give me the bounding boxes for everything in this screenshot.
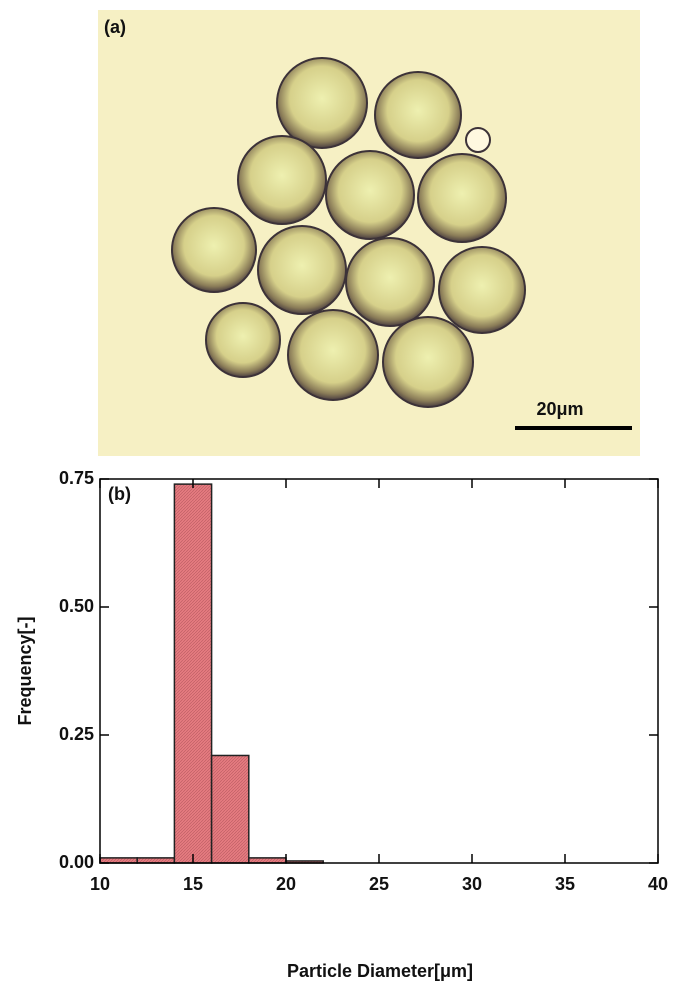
panel-label: (b) bbox=[108, 484, 131, 504]
bar bbox=[137, 858, 174, 863]
scale-bar-label: 20μm bbox=[536, 399, 583, 419]
x-tick-label: 20 bbox=[276, 874, 296, 894]
bar bbox=[100, 858, 137, 863]
y-tick-label: 0.00 bbox=[59, 852, 94, 872]
bar bbox=[212, 755, 249, 863]
x-axis-label: Particle Diameter[μm] bbox=[287, 961, 473, 981]
x-tick-label: 25 bbox=[369, 874, 389, 894]
figure: (a) 20μm (b) Particle Diameter[μm] Frequ… bbox=[0, 0, 675, 985]
x-tick-label: 15 bbox=[183, 874, 203, 894]
y-axis-label: Frequency[-] bbox=[15, 616, 35, 725]
bar bbox=[174, 484, 211, 863]
y-tick-label: 0.25 bbox=[59, 724, 94, 744]
x-tick-label: 40 bbox=[648, 874, 668, 894]
photo: (a) 20μm bbox=[98, 10, 640, 456]
y-tick-label: 0.75 bbox=[59, 468, 94, 488]
x-tick-label: 10 bbox=[90, 874, 110, 894]
x-tick-label: 30 bbox=[462, 874, 482, 894]
bar bbox=[249, 858, 286, 863]
y-tick-label: 0.50 bbox=[59, 596, 94, 616]
photo-label: (a) bbox=[104, 17, 126, 37]
x-tick-label: 35 bbox=[555, 874, 575, 894]
